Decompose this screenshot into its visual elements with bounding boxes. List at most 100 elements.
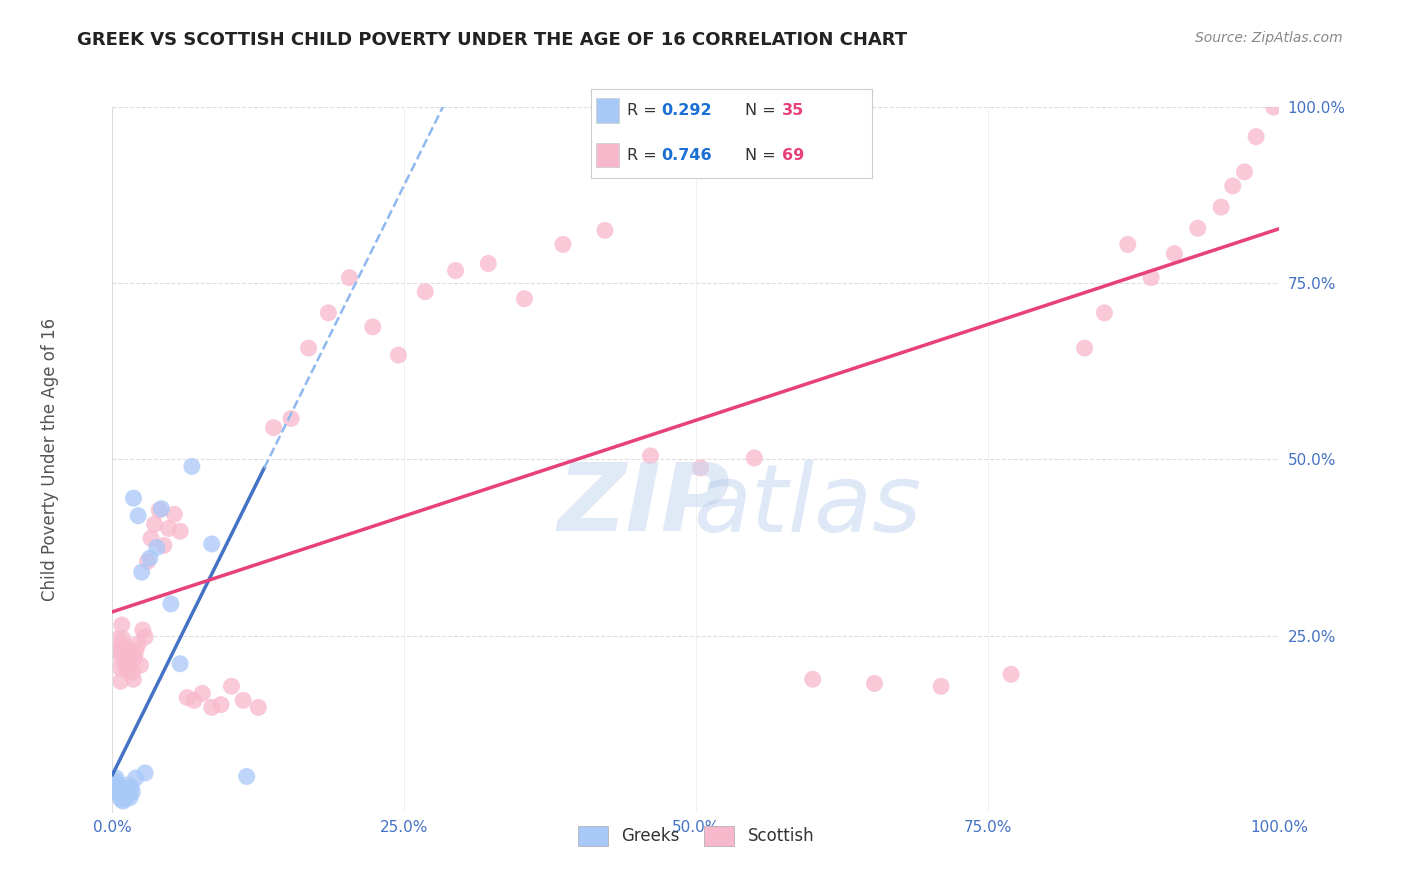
- Point: [134, 766, 156, 780]
- Point: [221, 679, 243, 693]
- Point: [169, 524, 191, 539]
- Point: [112, 789, 135, 804]
- Text: R =: R =: [627, 148, 662, 162]
- Point: [134, 630, 156, 644]
- Point: [127, 508, 149, 523]
- Text: 69: 69: [782, 148, 804, 162]
- Point: [111, 618, 134, 632]
- Point: [513, 292, 536, 306]
- Point: [176, 690, 198, 705]
- Text: GREEK VS SCOTTISH CHILD POVERTY UNDER THE AGE OF 16 CORRELATION CHART: GREEK VS SCOTTISH CHILD POVERTY UNDER TH…: [77, 31, 907, 49]
- Point: [121, 665, 143, 680]
- Point: [105, 632, 128, 646]
- Point: [118, 790, 141, 805]
- Text: 0.292: 0.292: [661, 103, 711, 118]
- Point: [115, 662, 138, 676]
- Point: [444, 263, 467, 277]
- Point: [125, 644, 148, 658]
- Point: [1116, 237, 1139, 252]
- Point: [640, 449, 662, 463]
- Point: [1244, 129, 1267, 144]
- Point: [143, 517, 166, 532]
- Point: [129, 658, 152, 673]
- Point: [111, 782, 134, 797]
- Point: [122, 491, 145, 505]
- Point: [131, 565, 153, 579]
- Point: [108, 660, 131, 674]
- Point: [153, 538, 176, 552]
- Point: [139, 531, 162, 545]
- Point: [1187, 221, 1209, 235]
- Point: [148, 503, 170, 517]
- Bar: [596, 143, 619, 168]
- Point: [387, 348, 409, 362]
- Point: [1222, 178, 1244, 193]
- Point: [1094, 306, 1116, 320]
- Text: 0.746: 0.746: [661, 148, 711, 162]
- Point: [118, 787, 141, 801]
- Point: [169, 657, 191, 671]
- Point: [1209, 200, 1232, 214]
- Point: [337, 270, 360, 285]
- Point: [689, 460, 711, 475]
- Point: [112, 783, 135, 797]
- Point: [111, 790, 134, 805]
- Point: [1163, 246, 1185, 260]
- Point: [125, 771, 148, 785]
- Point: [127, 637, 149, 651]
- Point: [105, 775, 128, 789]
- Point: [1263, 100, 1285, 114]
- Point: [104, 642, 127, 657]
- Point: [124, 651, 146, 665]
- Point: [477, 256, 499, 270]
- Point: [122, 672, 145, 686]
- Text: Source: ZipAtlas.com: Source: ZipAtlas.com: [1195, 31, 1343, 45]
- Point: [201, 700, 224, 714]
- Point: [117, 648, 139, 663]
- Point: [117, 778, 139, 792]
- Text: N =: N =: [745, 148, 782, 162]
- Point: [744, 450, 766, 465]
- Point: [104, 771, 127, 785]
- Point: [163, 508, 186, 522]
- Point: [551, 237, 574, 252]
- Point: [118, 644, 141, 658]
- Point: [107, 780, 129, 794]
- Point: [183, 693, 205, 707]
- Bar: [596, 98, 619, 122]
- Point: [112, 656, 135, 670]
- Point: [111, 787, 134, 801]
- Point: [120, 648, 142, 663]
- Point: [209, 698, 232, 712]
- Text: atlas: atlas: [693, 459, 921, 550]
- Point: [180, 459, 202, 474]
- Point: [593, 223, 616, 237]
- Point: [191, 686, 214, 700]
- Point: [110, 789, 132, 804]
- Point: [118, 656, 141, 670]
- Point: [801, 672, 824, 686]
- Point: [146, 541, 169, 555]
- Point: [110, 792, 132, 806]
- Point: [150, 501, 173, 516]
- Point: [1073, 341, 1095, 355]
- Point: [263, 420, 285, 434]
- Point: [121, 785, 143, 799]
- Point: [107, 783, 129, 797]
- Point: [120, 780, 142, 794]
- Point: [361, 319, 384, 334]
- Point: [157, 521, 180, 535]
- Point: [929, 679, 952, 693]
- Text: R =: R =: [627, 103, 662, 118]
- Point: [1233, 165, 1256, 179]
- Point: [111, 632, 134, 646]
- Point: [115, 785, 138, 799]
- Point: [235, 769, 257, 784]
- Point: [247, 700, 270, 714]
- Point: [1000, 667, 1022, 681]
- Text: 35: 35: [782, 103, 804, 118]
- Point: [108, 787, 131, 801]
- Text: ZIP: ZIP: [557, 459, 730, 551]
- Point: [114, 639, 136, 653]
- Point: [160, 597, 183, 611]
